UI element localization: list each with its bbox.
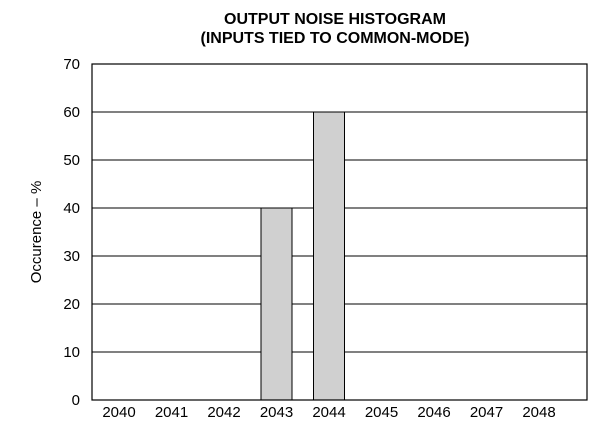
x-tick-label: 2042 (207, 404, 240, 421)
x-tick-label: 2044 (312, 404, 345, 421)
chart-title-line-2: (INPUTS TIED TO COMMON-MODE) (200, 30, 469, 47)
x-tick-label: 2046 (417, 404, 450, 421)
bars (260, 111, 345, 401)
chart-title-line-1: OUTPUT NOISE HISTOGRAM (224, 11, 446, 28)
y-tick-label: 40 (63, 200, 80, 217)
y-tick-label: 70 (63, 56, 80, 73)
plot-frame (91, 63, 588, 401)
y-tick-labels: 0 10 20 30 40 50 60 70 (63, 56, 80, 409)
y-axis-label: Occurence – % (28, 181, 45, 284)
y-tick-label: 30 (63, 248, 80, 265)
x-tick-label: 2040 (102, 404, 135, 421)
y-tick-label: 10 (63, 344, 80, 361)
x-tick-label: 2043 (260, 404, 293, 421)
y-tick-label: 60 (63, 104, 80, 121)
x-tick-label: 2045 (365, 404, 398, 421)
y-tick-label: 20 (63, 296, 80, 313)
x-tick-label: 2047 (470, 404, 503, 421)
bar-2043 (260, 207, 293, 401)
x-tick-label: 2048 (522, 404, 555, 421)
y-tick-label: 50 (63, 152, 80, 169)
y-tick-label: 0 (72, 392, 80, 409)
bar-2044 (313, 111, 345, 401)
x-tick-label: 2041 (155, 404, 188, 421)
x-tick-labels: 2040 2041 2042 2043 2044 2045 2046 2047 2048 (102, 404, 555, 421)
